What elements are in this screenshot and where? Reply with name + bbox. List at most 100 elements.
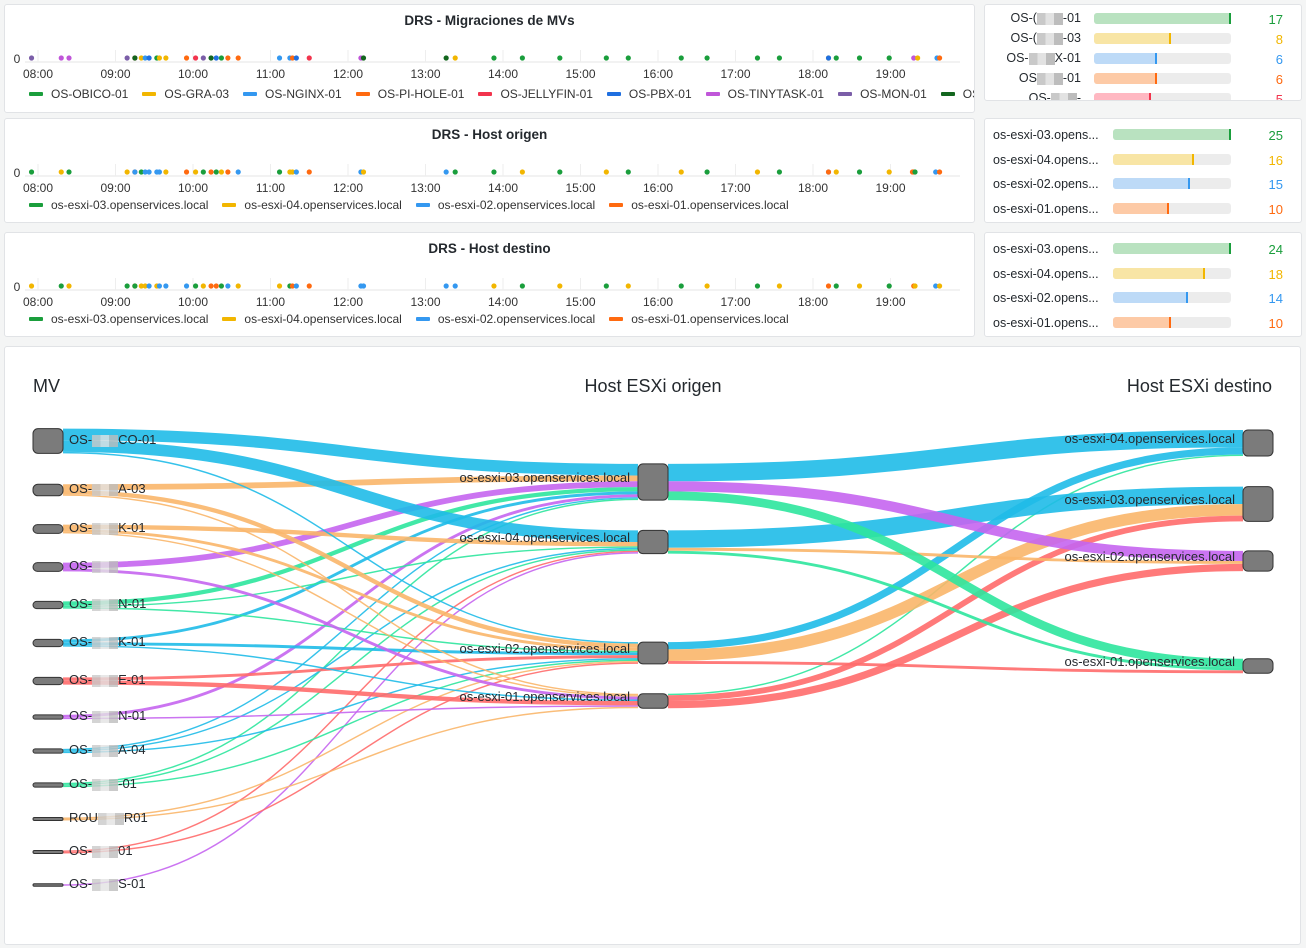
data-point[interactable] [933,283,939,289]
sankey-link-vm-origin[interactable] [62,487,639,606]
sankey-link-origin-dest[interactable] [667,447,1244,650]
data-point[interactable] [163,55,169,61]
data-point[interactable] [443,169,449,175]
data-point[interactable] [776,55,783,61]
legend-item[interactable]: OS-NGINX-01 [243,87,342,101]
sankey-node-origin[interactable] [637,463,669,501]
data-point[interactable] [132,55,138,61]
sankey-link-vm-origin[interactable] [62,655,639,681]
data-point[interactable] [28,55,35,61]
sankey-link-vm-origin[interactable] [62,428,639,476]
legend-item[interactable]: OS-JELLYFIN-01 [478,87,593,101]
data-point[interactable] [58,169,64,175]
data-point[interactable] [704,55,710,61]
sankey-link-vm-origin[interactable] [62,475,639,490]
sankey-link-origin-dest[interactable] [667,481,1244,561]
data-point[interactable] [912,283,918,289]
data-point[interactable] [192,169,199,175]
data-point[interactable] [163,169,169,175]
data-point[interactable] [293,169,299,175]
data-point[interactable] [124,55,130,61]
data-point[interactable] [124,169,130,175]
sankey-link-vm-origin[interactable] [62,642,639,656]
legend-item[interactable]: OS-GRA-03 [142,87,229,101]
data-point[interactable] [142,169,148,175]
sankey-node-origin[interactable] [637,693,669,709]
sankey-link-vm-origin[interactable] [62,568,639,700]
data-point[interactable] [183,55,190,61]
data-point[interactable] [776,283,783,289]
data-point[interactable] [156,283,163,289]
sankey-link-vm-origin[interactable] [62,529,639,651]
legend-item[interactable]: OS-PI-HOLE-01 [355,87,464,101]
data-point[interactable] [192,283,199,289]
data-point[interactable] [235,169,241,175]
data-point[interactable] [183,169,190,175]
sankey-link-vm-origin[interactable] [62,660,639,819]
data-point[interactable] [776,169,783,175]
data-point[interactable] [218,55,225,61]
sankey-node-origin[interactable] [637,641,669,665]
data-point[interactable] [192,55,199,61]
sankey-link-origin-dest[interactable] [667,550,1244,671]
data-point[interactable] [218,283,225,289]
data-point[interactable] [754,283,761,289]
data-point[interactable] [452,169,458,175]
sankey-node-vm[interactable] [32,638,64,648]
sankey-node-vm[interactable] [32,524,64,534]
data-point[interactable] [138,169,144,175]
data-point[interactable] [132,169,138,175]
data-point[interactable] [825,283,832,289]
sankey-link-vm-origin[interactable] [62,607,639,653]
sankey-link-vm-origin[interactable] [62,524,639,547]
sankey-node-dest[interactable] [1242,486,1274,522]
data-point[interactable] [886,283,892,289]
data-point[interactable] [936,169,943,175]
sankey-link-vm-origin[interactable] [62,440,639,542]
data-point[interactable] [915,55,921,61]
data-point[interactable] [235,55,241,61]
data-point[interactable] [200,283,206,289]
legend-item[interactable]: OS-TINYTASK-01 [705,87,824,101]
sankey-link-origin-dest[interactable] [667,660,1244,674]
data-point[interactable] [66,283,72,289]
data-point[interactable] [678,283,684,289]
data-point[interactable] [856,55,863,61]
data-point[interactable] [825,55,832,61]
sankey-node-vm[interactable] [32,883,64,887]
data-point[interactable] [491,169,497,175]
data-point[interactable] [289,55,296,61]
data-point[interactable] [58,283,64,289]
sankey-node-dest[interactable] [1242,658,1274,674]
data-point[interactable] [557,55,563,61]
sankey-link-vm-origin[interactable] [62,490,639,648]
data-point[interactable] [911,55,917,61]
data-point[interactable] [452,283,458,289]
data-point[interactable] [276,55,283,61]
data-point[interactable] [28,169,35,175]
data-point[interactable] [66,55,72,61]
data-point[interactable] [886,169,892,175]
data-point[interactable] [156,55,163,61]
data-point[interactable] [289,169,296,175]
sankey-link-vm-origin[interactable] [62,680,639,706]
data-point[interactable] [557,169,563,175]
data-point[interactable] [519,55,525,61]
sankey-link-vm-origin[interactable] [62,706,639,821]
data-point[interactable] [936,55,943,61]
legend-item[interactable]: os-esxi-04.openservices.local [222,198,402,212]
data-point[interactable] [491,283,497,289]
sankey-link-vm-origin[interactable] [62,662,639,854]
data-point[interactable] [183,283,190,289]
data-point[interactable] [156,169,163,175]
sankey-node-vm[interactable] [32,483,64,497]
data-point[interactable] [142,55,148,61]
data-point[interactable] [825,169,832,175]
data-point[interactable] [933,169,939,175]
legend-item[interactable]: OS-NS-01 [940,87,974,101]
data-point[interactable] [213,283,219,289]
legend-item[interactable]: os-esxi-03.openservices.local [29,312,208,326]
data-point[interactable] [625,169,631,175]
data-point[interactable] [138,55,144,61]
data-point[interactable] [146,169,152,175]
